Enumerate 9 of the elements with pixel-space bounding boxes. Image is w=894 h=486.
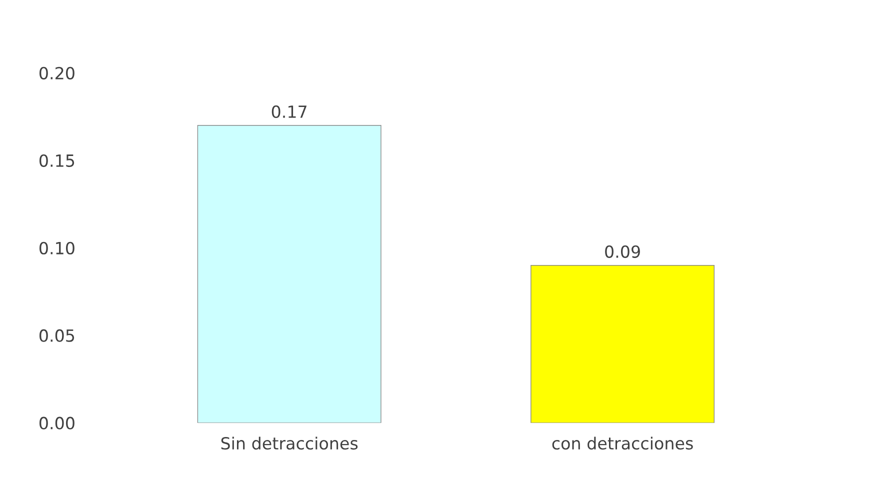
x-tick-label: Sin detracciones (221, 436, 358, 450)
x-tick-label: con detracciones (552, 436, 693, 450)
data-label: 0.09 (605, 245, 640, 258)
y-tick-label: 0.05 (40, 329, 74, 342)
y-tick-label: 0.00 (40, 416, 74, 430)
y-tick-label: 0.15 (40, 154, 74, 167)
data-label: 0.17 (272, 105, 306, 118)
y-tick-label: 0.10 (40, 242, 74, 254)
y-tick-label: 0.20 (40, 66, 74, 80)
